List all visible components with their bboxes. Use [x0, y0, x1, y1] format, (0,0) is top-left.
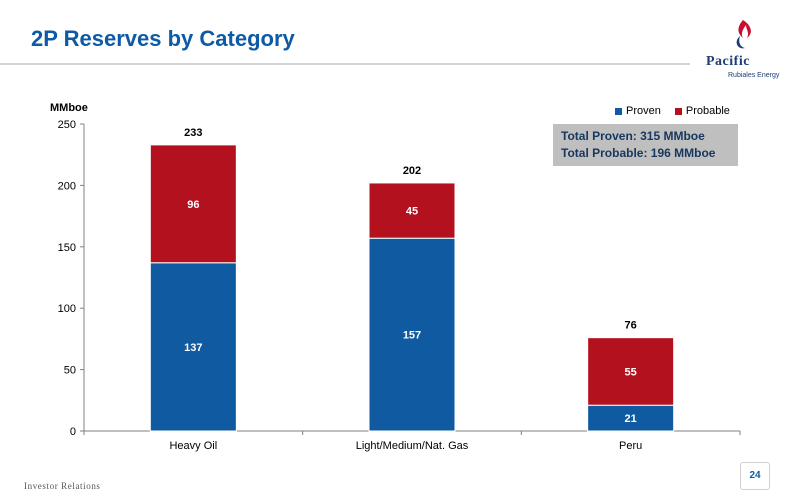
bar-proven-0 [149, 262, 237, 432]
y-tick-label: 100 [58, 303, 76, 315]
total-probable-text: Total Probable: 196 MMboe [561, 146, 716, 160]
x-tick-label: Heavy Oil [169, 440, 217, 452]
data-label-probable: 55 [625, 366, 637, 378]
y-tick-label: 0 [70, 426, 76, 438]
logo-wordmark: Pacific [706, 54, 750, 69]
total-label: 233 [184, 127, 202, 139]
title-divider [0, 63, 690, 65]
y-tick-label: 250 [58, 119, 76, 131]
legend-label-proven: Proven [626, 105, 661, 117]
total-label: 202 [403, 165, 421, 177]
totals-annotation-box: Total Proven: 315 MMboe Total Probable: … [553, 124, 738, 166]
data-label-proven: 157 [403, 330, 421, 342]
pacific-flame-logo-icon [736, 20, 751, 49]
total-proven-text: Total Proven: 315 MMboe [561, 129, 705, 143]
bar-probable-0 [149, 144, 237, 264]
y-tick-label: 150 [58, 242, 76, 254]
x-tick-label: Light/Medium/Nat. Gas [356, 440, 469, 452]
data-label-probable: 96 [187, 199, 199, 211]
page-number: 24 [740, 462, 770, 490]
footer-investor-relations: Investor Relations [24, 481, 101, 491]
legend-swatch-probable [674, 107, 682, 115]
data-label-proven: 137 [184, 342, 202, 354]
logo-subtitle: Rubiales Energy [728, 72, 780, 79]
y-tick-label: 200 [58, 180, 76, 192]
total-label: 76 [625, 320, 637, 332]
bar-probable-1 [368, 182, 456, 239]
data-label-proven: 21 [625, 413, 637, 425]
page-title: 2P Reserves by Category [31, 26, 295, 51]
bar-proven-1 [368, 237, 456, 432]
y-axis-label: MMboe [50, 102, 88, 114]
bar-probable-2 [587, 337, 675, 406]
data-label-probable: 45 [406, 206, 418, 218]
legend-label-probable: Probable [685, 105, 730, 117]
y-tick-label: 50 [64, 365, 76, 377]
legend-swatch-proven [615, 107, 622, 115]
x-tick-label: Peru [619, 440, 642, 452]
chart-legend: Proven Probable [615, 105, 730, 117]
